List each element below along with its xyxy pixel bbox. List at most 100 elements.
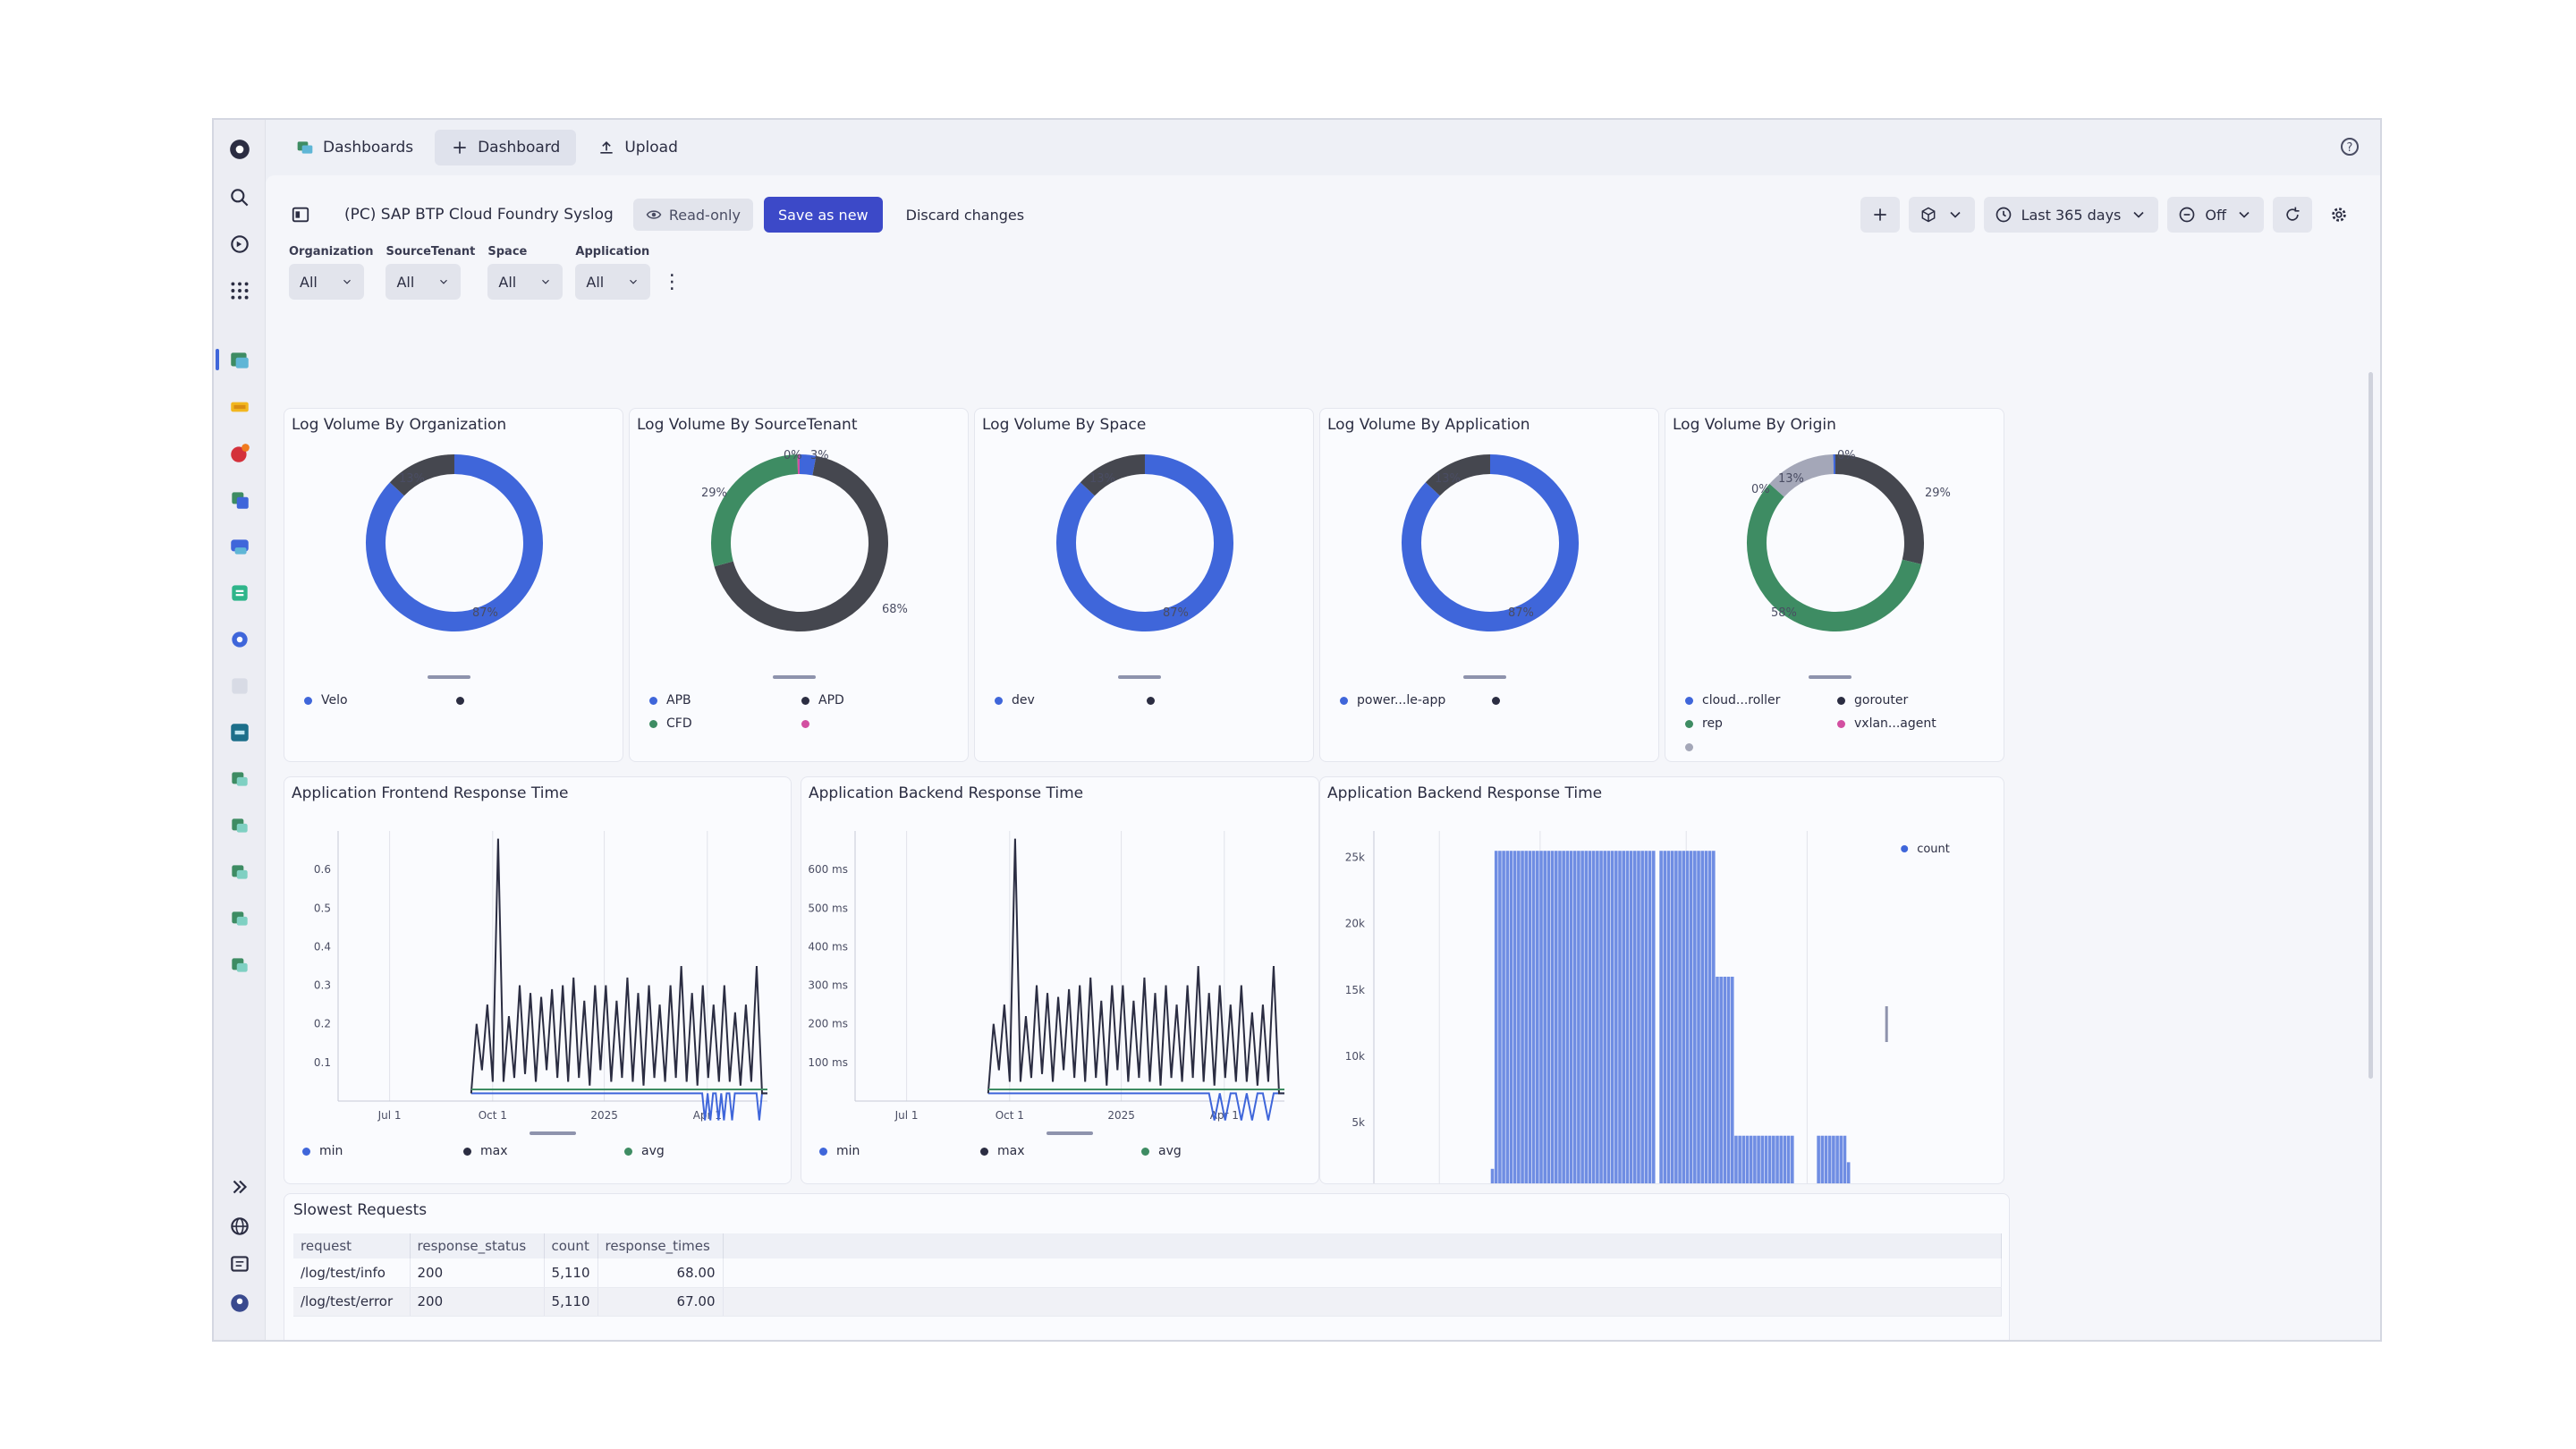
table-row[interactable]: /log/test/error 200 5,110 67.00 [293,1287,2002,1317]
series-line-min[interactable] [987,1092,1284,1121]
bar[interactable] [1651,851,1656,1184]
legend-item[interactable]: power...le-app [1340,693,1492,708]
bar[interactable] [1783,1135,1787,1184]
bar[interactable] [1839,1135,1843,1184]
bar[interactable] [1757,1135,1760,1184]
services-app-icon[interactable] [226,533,253,560]
bar[interactable] [1588,851,1592,1184]
save-as-new-button[interactable]: Save as new [763,197,883,233]
bar[interactable] [1678,851,1682,1184]
bar[interactable] [1494,851,1498,1184]
tile-log-volume-organization[interactable]: Log Volume By Organization 13% 87% Velo [284,408,623,762]
series-line-max[interactable] [470,838,767,1095]
tile-slowest-requests[interactable]: Slowest Requests request response_status… [284,1193,2010,1340]
donut-slice[interactable] [1425,454,1491,496]
release-notes-icon[interactable] [226,1250,253,1277]
bar[interactable] [1625,851,1630,1184]
notebooks-app-icon[interactable] [226,394,253,420]
bar[interactable] [1741,1135,1746,1184]
bar[interactable] [1791,1135,1794,1184]
bar[interactable] [1760,1135,1765,1184]
donut-slice[interactable] [1402,454,1579,631]
pinned-dashboard-5-icon[interactable] [226,952,253,979]
bar[interactable] [1637,851,1640,1184]
bar[interactable] [1524,851,1529,1184]
bar[interactable] [1846,1162,1851,1184]
donut-slice[interactable] [1056,454,1233,631]
bar[interactable] [1734,1135,1738,1184]
bar[interactable] [1490,1168,1495,1184]
legend-item[interactable]: min [302,1144,463,1158]
column-header[interactable]: response_status [410,1233,545,1258]
tile-frontend-response-time[interactable]: Application Frontend Response Time 0.1 0.… [284,776,792,1184]
donut-slice[interactable] [799,454,817,476]
bar[interactable] [1531,851,1536,1184]
bar[interactable] [1786,1135,1791,1184]
donut-slice[interactable] [1747,483,1922,631]
legend-item[interactable]: Velo [304,693,456,708]
bar[interactable] [1749,1135,1753,1184]
tab-upload[interactable]: Upload [581,130,694,165]
bar[interactable] [1693,851,1697,1184]
bar[interactable] [1707,851,1712,1184]
bar[interactable] [1644,851,1648,1184]
help-icon[interactable]: ? [2339,136,2360,157]
discard-changes-button[interactable]: Discard changes [894,197,1037,233]
timeframe-selector[interactable]: Last 365 days [1983,197,2159,233]
pinned-dashboard-2-icon[interactable] [226,812,253,839]
bar[interactable] [1824,1135,1828,1184]
bar[interactable] [1648,851,1652,1184]
bar[interactable] [1817,1135,1820,1184]
legend-item[interactable]: min [819,1144,980,1158]
tile-log-volume-origin[interactable]: Log Volume By Origin 0% 29% 58% 13% 0% cloud… [1665,408,2004,762]
settings-button[interactable] [2321,197,2357,233]
bar[interactable] [1716,976,1719,1184]
bar[interactable] [1580,851,1584,1184]
legend-item[interactable]: rep [1685,716,1837,731]
bar[interactable] [1591,851,1596,1184]
bar[interactable] [1498,851,1502,1184]
search-icon[interactable] [226,184,253,211]
bar[interactable] [1558,851,1562,1184]
bar[interactable] [1618,851,1622,1184]
pinned-dashboard-4-icon[interactable] [226,905,253,932]
bar[interactable] [1682,851,1686,1184]
series-line-max[interactable] [987,838,1284,1095]
bar[interactable] [1843,1135,1847,1184]
bar[interactable] [1730,976,1734,1184]
donut-slice[interactable] [1835,454,1924,564]
legend-item[interactable] [1147,693,1299,708]
bar[interactable] [1697,851,1700,1184]
donut-slice[interactable] [1080,454,1146,496]
series-line-min[interactable] [470,1092,767,1121]
bar[interactable] [1670,851,1674,1184]
sidebar-toggle-icon[interactable] [289,203,312,226]
bar[interactable] [1596,851,1599,1184]
bar[interactable] [1753,1135,1757,1184]
legend-item[interactable]: gorouter [1837,693,1989,708]
bar[interactable] [1539,851,1543,1184]
filter-organization-select[interactable]: All [289,264,364,300]
legend-item[interactable]: max [980,1144,1141,1158]
placeholder-app-icon[interactable] [226,673,253,699]
bar[interactable] [1517,851,1521,1184]
bar[interactable] [1674,851,1678,1184]
donut-slice[interactable] [711,454,799,567]
filter-application-select[interactable]: All [575,264,651,300]
legend-item[interactable]: CFD [649,716,801,731]
legend-item[interactable]: APD [801,693,953,708]
bar[interactable] [1723,976,1727,1184]
bar[interactable] [1704,851,1708,1184]
bar[interactable] [1764,1135,1768,1184]
bar[interactable] [1820,1135,1825,1184]
bar[interactable] [1543,851,1546,1184]
donut-slice[interactable] [389,454,455,496]
bar[interactable] [1827,1135,1832,1184]
infrastructure-app-icon[interactable] [226,487,253,513]
bar[interactable] [1772,1135,1775,1184]
bar[interactable] [1536,851,1539,1184]
segments-button[interactable] [1908,197,1975,233]
bar[interactable] [1689,851,1693,1184]
bar[interactable] [1572,851,1577,1184]
bar[interactable] [1554,851,1558,1184]
